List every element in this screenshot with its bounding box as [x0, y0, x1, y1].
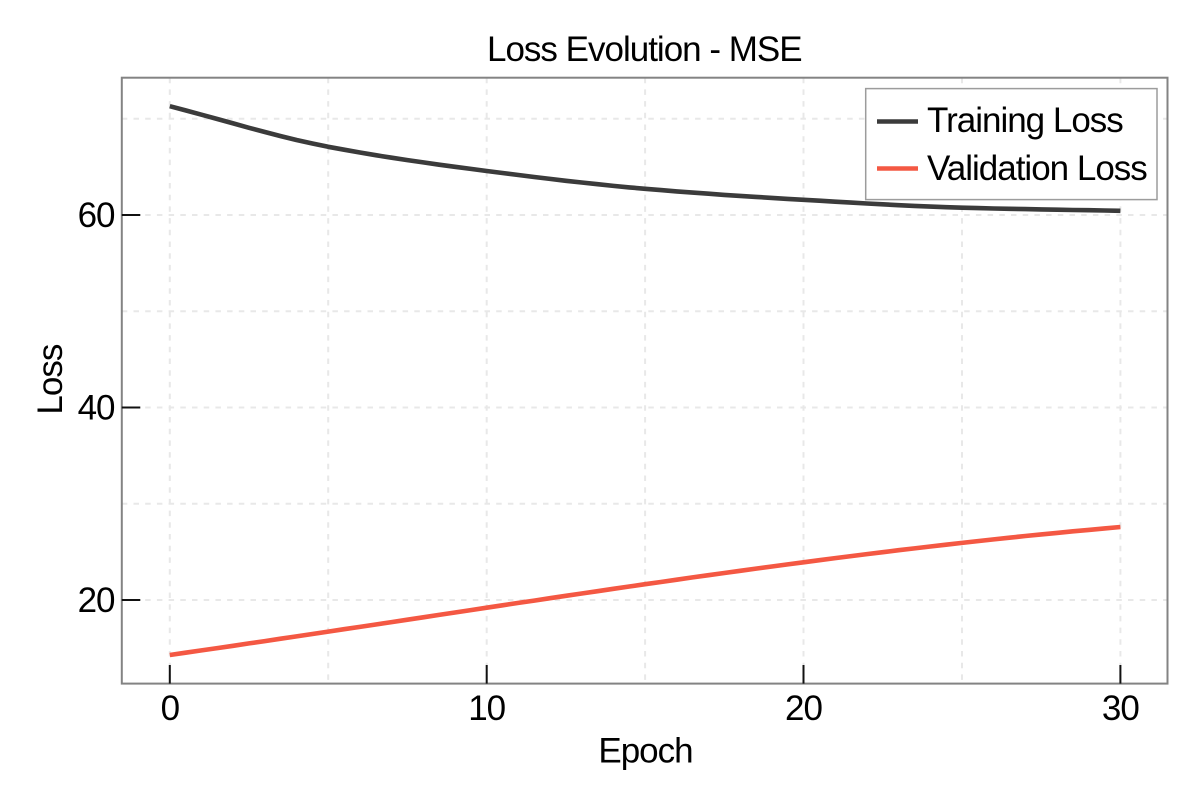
- svg-text:Training Loss: Training Loss: [927, 101, 1123, 140]
- svg-text:40: 40: [78, 389, 115, 428]
- svg-text:20: 20: [785, 689, 822, 728]
- svg-text:Loss: Loss: [31, 344, 70, 414]
- svg-text:60: 60: [78, 196, 115, 235]
- svg-text:0: 0: [161, 689, 180, 728]
- svg-text:Validation Loss: Validation Loss: [927, 149, 1147, 188]
- svg-text:Loss Evolution - MSE: Loss Evolution - MSE: [487, 30, 802, 69]
- svg-text:Epoch: Epoch: [598, 732, 692, 771]
- svg-text:20: 20: [78, 581, 115, 620]
- svg-text:30: 30: [1102, 689, 1139, 728]
- svg-text:10: 10: [468, 689, 505, 728]
